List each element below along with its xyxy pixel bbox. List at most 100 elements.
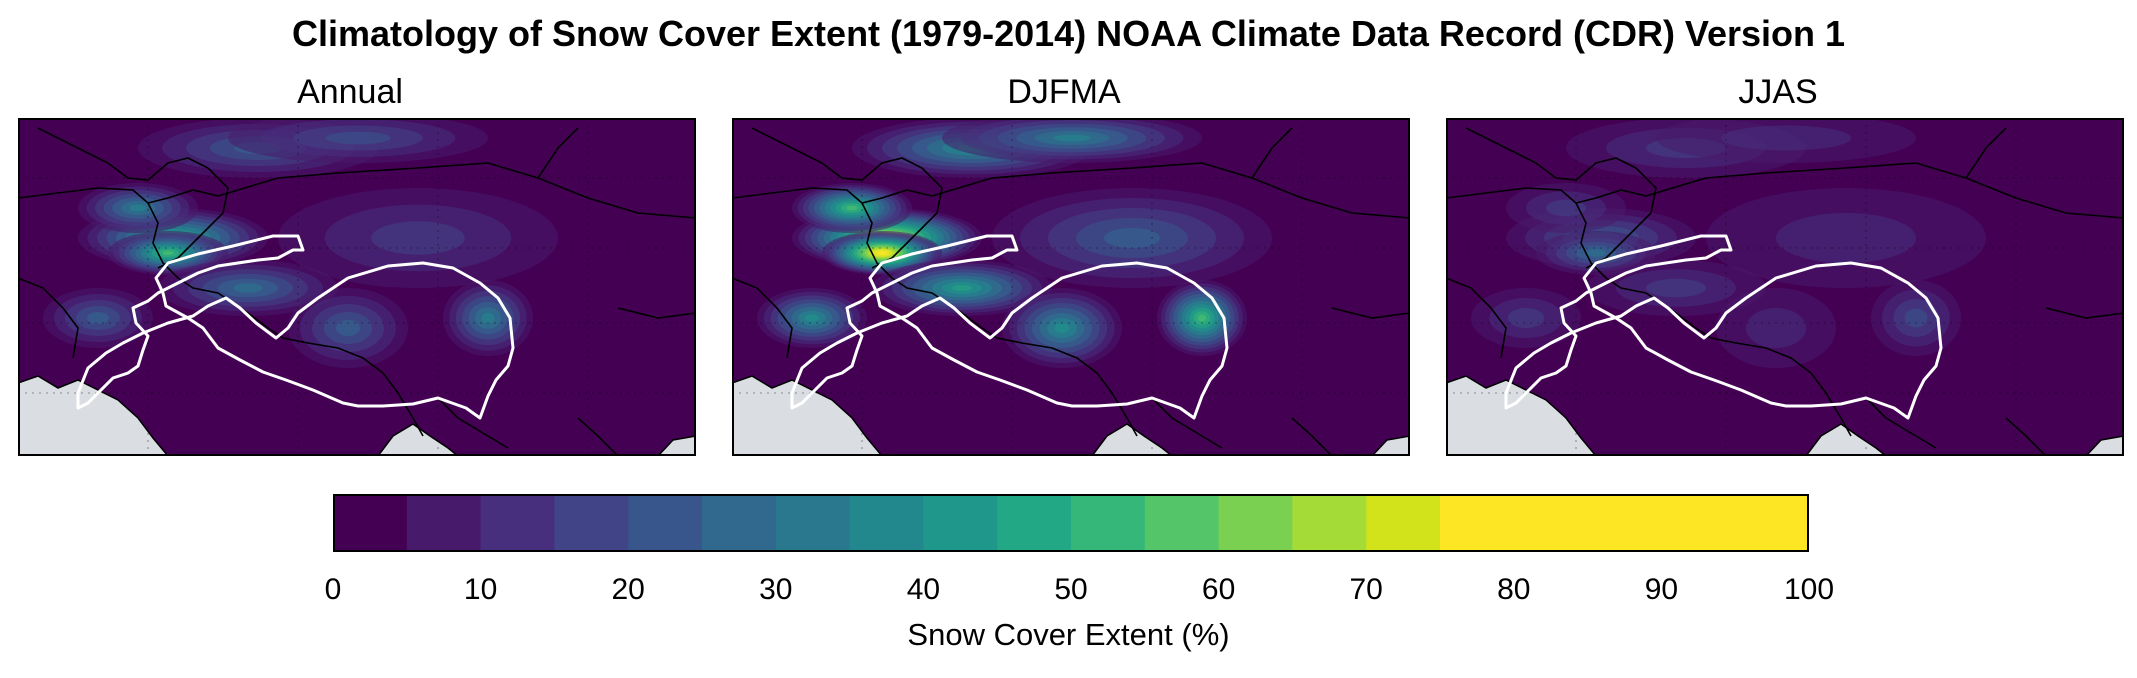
country-border <box>1645 162 2124 219</box>
colorbar <box>333 494 1809 552</box>
country-border <box>157 167 229 269</box>
country-border <box>931 162 1410 219</box>
country-border <box>1446 187 1647 204</box>
map-frame <box>732 118 1410 456</box>
map-background <box>732 118 1410 456</box>
colorbar-tick-label: 70 <box>1349 573 1383 606</box>
snow-field <box>1471 118 1986 368</box>
ocean <box>18 375 169 456</box>
map-background <box>18 118 696 456</box>
snow-contour <box>1104 228 1160 248</box>
snow-contour <box>371 221 465 255</box>
colorbar-bin <box>775 494 851 552</box>
figure-title: Climatology of Snow Cover Extent (1979-2… <box>291 13 1846 54</box>
colorbar-label: Snow Cover Extent (%) <box>907 617 1230 652</box>
colorbar-tick-label: 20 <box>611 573 645 606</box>
ocean <box>656 435 696 456</box>
country-border <box>931 292 1098 374</box>
snow-contour <box>846 205 858 211</box>
colorbar-bin <box>1661 494 1736 552</box>
map-frame <box>18 118 696 456</box>
map-frame <box>1446 118 2124 456</box>
snow-contour <box>1721 125 1851 151</box>
country-border <box>2045 307 2124 319</box>
colorbar-tick-label: 0 <box>324 573 342 606</box>
colorbar-tick-label: 40 <box>906 573 941 606</box>
country-border <box>217 292 384 374</box>
ocean <box>2084 435 2124 456</box>
country-border <box>732 187 933 204</box>
panel-title-annual: Annual <box>297 73 403 111</box>
colorbar-tick-label: 50 <box>1054 573 1088 606</box>
country-border <box>537 127 579 179</box>
snow-contour <box>233 283 263 293</box>
snow-contour <box>129 204 147 212</box>
snow-contour <box>1904 308 1928 328</box>
country-border <box>617 307 696 319</box>
country-border <box>217 162 696 219</box>
colorbar-bin <box>1144 494 1220 552</box>
country-border <box>861 202 933 294</box>
map-annual <box>18 118 696 456</box>
snow-contour <box>481 312 495 324</box>
snow-contour <box>1646 278 1706 298</box>
colorbar-bin <box>1587 494 1662 552</box>
country-border <box>732 277 793 359</box>
country-border <box>1585 167 1657 269</box>
colorbar-tick-label: 90 <box>1644 573 1679 606</box>
country-border <box>2005 417 2047 456</box>
colorbar-bin <box>702 494 777 552</box>
map-jjas <box>1446 118 2124 456</box>
colorbar-frame <box>333 494 1809 552</box>
colorbar-bin <box>1071 494 1146 552</box>
colorbar-tick-label: 100 <box>1783 573 1835 606</box>
colorbar-tick-label: 80 <box>1497 573 1531 606</box>
colorbar-bin <box>849 494 924 552</box>
country-border <box>577 417 619 456</box>
colorbar-bin <box>997 494 1072 552</box>
country-border <box>437 397 509 449</box>
snow-field <box>43 118 558 368</box>
colorbar-bin <box>554 494 629 552</box>
snow-contour <box>1053 134 1091 142</box>
country-border <box>147 202 219 294</box>
country-border <box>1965 127 2007 179</box>
country-border <box>18 187 219 204</box>
ocean <box>1446 375 1597 456</box>
country-border <box>1645 292 1812 374</box>
colorbar-bin <box>1292 494 1367 552</box>
ocean <box>1370 435 1410 456</box>
country-border <box>871 167 943 269</box>
panel-title-djfma: DJFMA <box>1007 73 1121 111</box>
colorbar-bin <box>333 494 408 552</box>
snow-contour <box>1197 314 1207 322</box>
colorbar-tick-label: 30 <box>759 573 793 606</box>
colorbar-bin <box>406 494 482 552</box>
snow-contour <box>162 251 174 255</box>
region-outline <box>790 234 1229 420</box>
country-border <box>37 127 209 181</box>
colorbar-tick-label: 10 <box>463 573 498 606</box>
snow-contour <box>878 251 886 255</box>
colorbar-bin <box>628 494 703 552</box>
colorbar-bin <box>480 494 555 552</box>
snow-contour <box>325 131 391 145</box>
snow-contour <box>1746 308 1806 348</box>
snow-contour <box>1586 249 1606 257</box>
country-border <box>1865 397 1937 449</box>
ocean <box>732 375 883 456</box>
colorbar-bin <box>1513 494 1589 552</box>
colorbar-bin <box>1735 494 1809 552</box>
snow-contour <box>1054 323 1070 333</box>
snow-contour <box>1507 308 1545 328</box>
snow-contour <box>805 314 819 322</box>
map-djfma <box>732 118 1410 456</box>
colorbar-ticks: 0 10 20 30 40 50 60 70 80 90 100 <box>325 572 1834 612</box>
colorbar-bin <box>1366 494 1441 552</box>
region-outline <box>1504 234 1943 420</box>
country-border <box>1446 277 1507 359</box>
country-border <box>1251 127 1293 179</box>
panel-title-jjas: JJAS <box>1738 73 1818 111</box>
country-border <box>1465 127 1637 181</box>
country-border <box>1331 307 1410 319</box>
